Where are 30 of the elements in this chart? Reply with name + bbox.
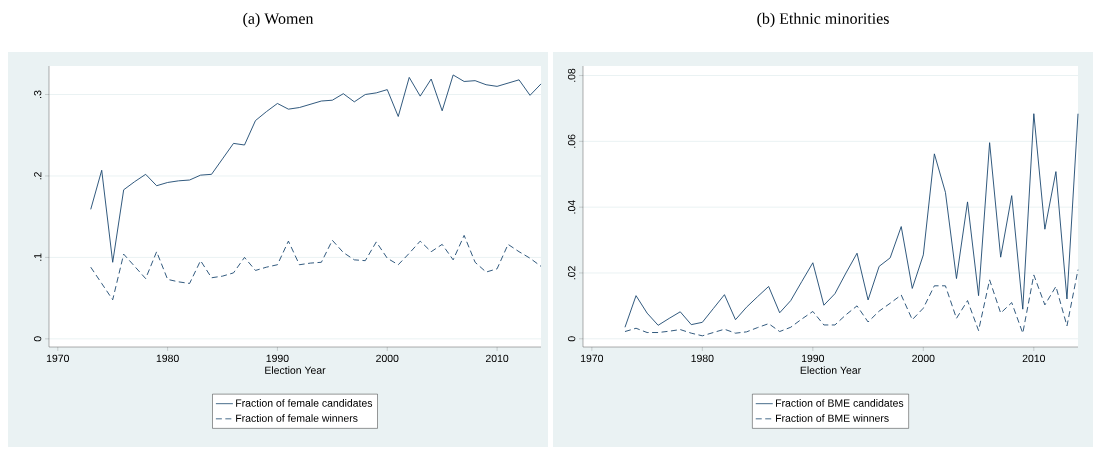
x-tick-label: 1980 [691,354,714,363]
legend-label: Fraction of female candidates [236,399,373,407]
x-tick-label: 1970 [581,354,604,363]
y-tick-label: .08 [567,68,576,82]
x-axis-title: Election Year [265,366,326,374]
x-tick-label: 1990 [801,354,825,363]
line-series [624,269,1079,337]
y-tick-label: .02 [567,266,576,280]
legend-label: Fraction of BME winners [776,414,889,422]
x-tick-label: 1980 [156,354,179,363]
legend-label: Fraction of female winners [236,414,358,422]
y-tick-label: 0 [33,336,42,342]
y-tick-label: .04 [567,200,576,214]
chart-title: (b) Ethnic minorities [757,12,889,28]
line-series [90,234,542,301]
line-series [624,113,1079,328]
x-tick-label: 2000 [912,354,935,363]
x-tick-label: 1970 [46,354,70,363]
x-tick-label: 2000 [376,354,399,363]
legend-label: Fraction of BME candidates [776,399,904,407]
x-tick-label: 2010 [485,354,509,363]
y-tick-label: .06 [567,134,576,148]
y-tick-label: 0 [567,336,576,342]
x-axis-title: Election Year [800,366,861,374]
y-tick-label: .2 [34,172,42,180]
x-tick-label: 1990 [266,354,289,363]
y-tick-label: .3 [33,90,42,98]
chart-title: (a) Women [243,12,314,28]
x-tick-label: 2010 [1022,354,1046,363]
y-tick-label: .1 [34,253,42,261]
